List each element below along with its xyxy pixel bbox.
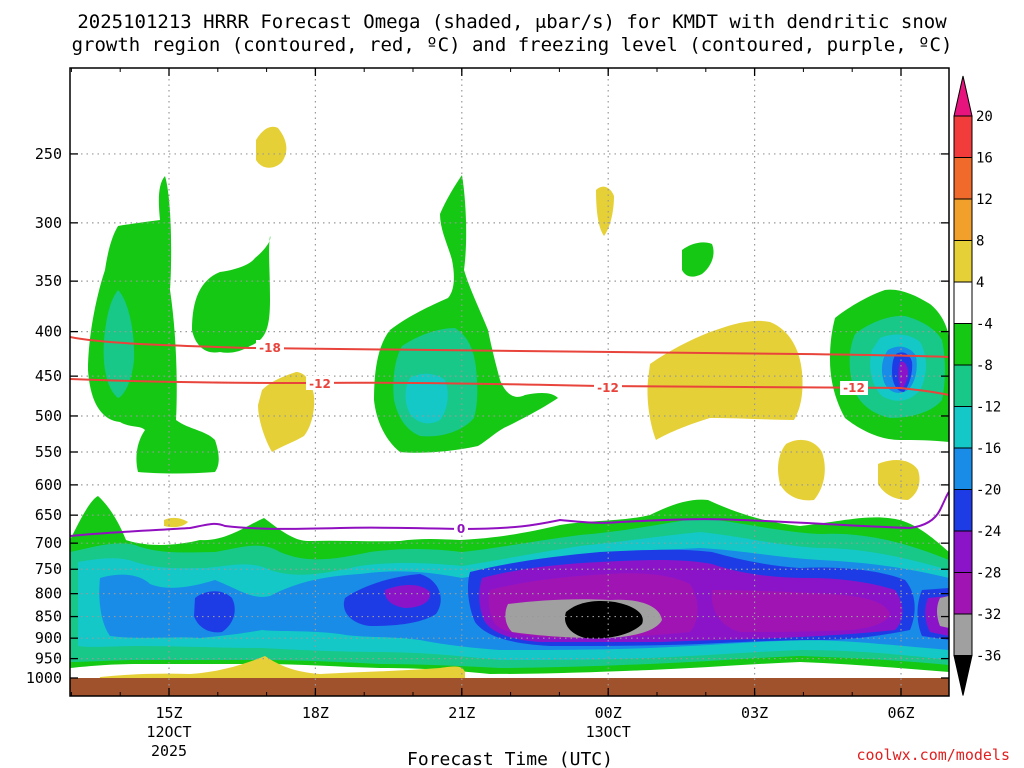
colorbar-label: -8 bbox=[976, 358, 993, 374]
contour-line-freezing-level bbox=[70, 491, 949, 537]
x-tick-label: 15Z bbox=[155, 704, 182, 722]
colorbar-top-extension bbox=[953, 75, 973, 117]
colorbar-label: -24 bbox=[976, 524, 1001, 540]
contour-line-minus18 bbox=[70, 336, 949, 358]
omega-contour-minus4-left-arm bbox=[192, 236, 271, 353]
colorbar-label: -12 bbox=[976, 400, 1001, 416]
omega-contour-minus12-mid-left bbox=[405, 373, 448, 424]
y-tick-label: 1000 bbox=[26, 669, 62, 687]
omega-contour-plus4-patch bbox=[878, 460, 920, 500]
plot-frame bbox=[69, 67, 950, 697]
x-tick-label: 21Z bbox=[448, 704, 475, 722]
omega-contour-plus4-patch bbox=[647, 320, 803, 440]
x-tick-date: 12OCT bbox=[146, 723, 191, 741]
omega-contour-minus4-small bbox=[682, 242, 714, 277]
colorbar-segment bbox=[953, 281, 973, 324]
colorbar-segment bbox=[953, 157, 973, 200]
y-tick-label: 550 bbox=[35, 443, 62, 461]
colorbar-segment bbox=[953, 447, 973, 490]
omega-contour-plus4-surface bbox=[100, 656, 465, 680]
contour-label-minus18: -18 bbox=[259, 341, 281, 355]
horizontal-gridlines bbox=[70, 153, 949, 660]
chart-title-line1: 2025101213 HRRR Forecast Omega (shaded, … bbox=[77, 11, 947, 33]
chart-title-line2: growth region (contoured, red, ºC) and f… bbox=[72, 34, 953, 56]
contour-label-minus12: -12 bbox=[597, 381, 619, 395]
omega-contour-plus4-patch bbox=[164, 517, 188, 528]
colorbar-segment bbox=[953, 530, 973, 573]
y-tick-label: 650 bbox=[35, 506, 62, 524]
contour-labels: -18 -12 -12 -12 0 bbox=[256, 340, 868, 536]
y-tick-label: 950 bbox=[35, 650, 62, 668]
x-tick-label: 06Z bbox=[887, 704, 914, 722]
y-tick-label: 750 bbox=[35, 560, 62, 578]
colorbar-label: -20 bbox=[976, 483, 1001, 499]
omega-contour-minus8-left-column bbox=[103, 290, 135, 398]
y-tick-label: 300 bbox=[35, 214, 62, 232]
y-tick-label: 900 bbox=[35, 629, 62, 647]
colorbar-segment bbox=[953, 489, 973, 532]
colorbar-label: 8 bbox=[976, 234, 984, 250]
colorbar-label: -16 bbox=[976, 441, 1001, 457]
omega-contour-plus4-patch bbox=[596, 186, 614, 236]
y-tick-label: 700 bbox=[35, 534, 62, 552]
colorbar-segment bbox=[953, 406, 973, 449]
contour-label-minus12: -12 bbox=[843, 381, 865, 395]
colorbar-label: 12 bbox=[976, 192, 993, 208]
y-tick-label: 400 bbox=[35, 323, 62, 341]
y-tick-label: 850 bbox=[35, 608, 62, 626]
omega-contour-minus4-left-column bbox=[88, 176, 219, 474]
credit-link[interactable]: coolwx.com/models bbox=[856, 746, 1010, 764]
y-tick-label: 600 bbox=[35, 476, 62, 494]
colorbar-label: -32 bbox=[976, 607, 1001, 623]
omega-contour-minus36 bbox=[564, 601, 643, 639]
colorbar-segment bbox=[953, 323, 973, 366]
x-axis-label: Forecast Time (UTC) bbox=[407, 749, 613, 768]
terrain-fill bbox=[70, 678, 949, 696]
colorbar-segment bbox=[953, 364, 973, 407]
y-tick-label: 800 bbox=[35, 585, 62, 603]
colorbar-label: -36 bbox=[976, 649, 1001, 665]
colorbar: 20 16 12 8 4 -4 -8 -12 -16 -20 -24 -28 -32 -36 bbox=[953, 75, 1001, 696]
y-tick-label: 350 bbox=[35, 272, 62, 290]
x-tick-date: 13OCT bbox=[586, 723, 631, 741]
x-tick-year: 2025 bbox=[151, 742, 187, 760]
omega-contour-plus4-patch bbox=[258, 372, 315, 452]
y-tick-label: 450 bbox=[35, 367, 62, 385]
contour-label-zero: 0 bbox=[457, 522, 465, 536]
colorbar-segment bbox=[953, 613, 973, 656]
colorbar-label: -28 bbox=[976, 566, 1001, 582]
contour-line-minus12 bbox=[70, 378, 949, 396]
x-tick-label: 00Z bbox=[595, 704, 622, 722]
y-tick-label: 500 bbox=[35, 407, 62, 425]
plot-area bbox=[70, 68, 949, 696]
colorbar-segment bbox=[953, 115, 973, 158]
colorbar-label: 16 bbox=[976, 151, 993, 167]
colorbar-label: 20 bbox=[976, 109, 993, 125]
colorbar-segment bbox=[953, 240, 973, 283]
x-tick-label: 03Z bbox=[741, 704, 768, 722]
colorbar-segment bbox=[953, 572, 973, 615]
x-tick-label: 18Z bbox=[302, 704, 329, 722]
omega-contour-minus24-right bbox=[898, 361, 908, 388]
contour-label-minus12: -12 bbox=[309, 377, 331, 391]
omega-contour-plus4-patch bbox=[256, 126, 287, 168]
y-axis: 250 300 350 400 450 500 550 600 650 700 750 800 850 9… bbox=[26, 145, 949, 687]
colorbar-segment bbox=[953, 198, 973, 241]
colorbar-label: 4 bbox=[976, 275, 984, 291]
colorbar-bottom-extension bbox=[953, 655, 973, 696]
y-tick-label: 250 bbox=[35, 145, 62, 163]
colorbar-label: -4 bbox=[976, 317, 993, 333]
